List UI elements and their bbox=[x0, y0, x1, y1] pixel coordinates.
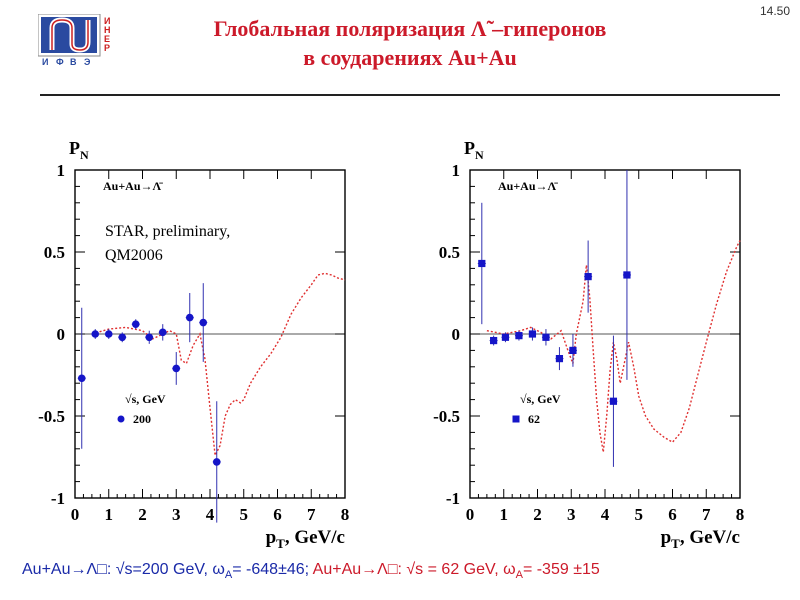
data-point bbox=[501, 333, 510, 341]
logo-letters-vertical: И Н Е Р bbox=[104, 16, 111, 53]
svg-text:Э: Э bbox=[84, 57, 91, 66]
svg-text:И: И bbox=[42, 57, 48, 66]
x-tick-label: 7 bbox=[702, 505, 711, 524]
x-tick-label: 6 bbox=[668, 505, 677, 524]
legend-marker bbox=[117, 415, 125, 423]
data-point bbox=[515, 332, 523, 340]
x-axis-label: pT, GeV/c bbox=[661, 527, 740, 551]
y-tick-label: -1 bbox=[446, 489, 460, 508]
y-tick-label: -0.5 bbox=[433, 407, 460, 426]
data-point bbox=[91, 330, 100, 338]
y-tick-label: 0 bbox=[452, 325, 461, 344]
legend-title: √s, GeV bbox=[520, 392, 561, 406]
data-point bbox=[542, 333, 550, 341]
x-tick-label: 1 bbox=[105, 505, 114, 524]
data-point bbox=[212, 458, 221, 466]
data-point bbox=[478, 259, 486, 268]
x-tick-label: 6 bbox=[273, 505, 282, 524]
data-point bbox=[158, 328, 167, 337]
annotation-line-1: STAR, preliminary, bbox=[105, 223, 230, 240]
svg-text:Ф: Ф bbox=[56, 57, 64, 66]
y-tick-label: 0.5 bbox=[44, 243, 65, 262]
x-tick-label: 2 bbox=[138, 505, 147, 524]
y-axis-label: PN bbox=[69, 138, 89, 162]
x-tick-label: 4 bbox=[206, 505, 215, 524]
legend-entry: 62 bbox=[528, 412, 540, 426]
process-label: Au+Au→Λ̄ bbox=[498, 179, 558, 193]
chart-200gev: 0 1 2 3 4 5 6 7 8 1 0.5 0 -0.5 -1 PN pT, GeV/c Au+Au→Λ̄ S… bbox=[38, 138, 350, 551]
data-point bbox=[555, 355, 564, 363]
data-point bbox=[490, 336, 498, 345]
x-tick-label: 3 bbox=[172, 505, 181, 524]
legend-entry: 200 bbox=[133, 412, 151, 426]
svg-text:Н: Н bbox=[104, 25, 111, 35]
annotation-line-2: QM2006 bbox=[105, 247, 163, 264]
data-point bbox=[145, 333, 154, 342]
y-tick-label: 1 bbox=[452, 161, 461, 180]
title-line-1: Глобальная поляризация Λ̃ –гиперонов bbox=[213, 16, 607, 41]
x-axis-label: pT, GeV/c bbox=[266, 527, 345, 551]
process-label: Au+Au→Λ̄ bbox=[103, 179, 163, 193]
data-point bbox=[609, 397, 618, 405]
x-tick-label: 0 bbox=[466, 505, 475, 524]
data-point bbox=[77, 374, 86, 383]
model-curve bbox=[91, 272, 346, 458]
data-point bbox=[185, 313, 194, 322]
y-tick-label: -1 bbox=[51, 489, 65, 508]
y-tick-label: 1 bbox=[57, 161, 66, 180]
data-point bbox=[623, 271, 631, 279]
x-tick-label: 1 bbox=[500, 505, 509, 524]
svg-text:Е: Е bbox=[104, 34, 110, 44]
data-point bbox=[528, 330, 537, 338]
footer-results: Au+Au→Λ□: √s=200 GeV, ωA= -648±46; Au+Au… bbox=[22, 559, 792, 586]
x-tick-label: 0 bbox=[71, 505, 80, 524]
chart-62gev: 0 1 2 3 4 5 6 7 8 1 0.5 0 -0.5 -1 PN pT, GeV/c Au+Au→Λ̄ √… bbox=[433, 138, 745, 551]
slide-number: 14.50 bbox=[759, 4, 790, 18]
institute-logo: И Н Е Р И Ф В Э bbox=[38, 14, 111, 66]
x-tick-label: 5 bbox=[635, 505, 644, 524]
title-line-2: в соударениях Au+Au bbox=[303, 45, 517, 70]
data-point bbox=[199, 318, 208, 327]
data-point bbox=[118, 333, 127, 342]
footer-result-200: Au+Au→Λ□: √s=200 GeV, ωA= -648±46; bbox=[22, 561, 310, 582]
svg-text:И: И bbox=[104, 16, 110, 26]
y-tick-label: -0.5 bbox=[38, 407, 65, 426]
data-point bbox=[104, 330, 113, 338]
footer-result-62: Au+Au→Λ□: √s = 62 GeV, ωA= -359 ±15 bbox=[312, 561, 600, 582]
y-tick-label: 0 bbox=[57, 325, 66, 344]
data-point bbox=[131, 320, 140, 328]
x-tick-label: 8 bbox=[736, 505, 745, 524]
x-tick-label: 5 bbox=[240, 505, 249, 524]
x-tick-label: 4 bbox=[601, 505, 610, 524]
legend-marker bbox=[512, 415, 520, 423]
x-tick-label: 8 bbox=[341, 505, 350, 524]
y-tick-label: 0.5 bbox=[439, 243, 460, 262]
legend-title: √s, GeV bbox=[125, 392, 166, 406]
data-point bbox=[584, 273, 592, 281]
x-tick-label: 7 bbox=[307, 505, 316, 524]
data-point bbox=[569, 346, 577, 354]
svg-text:В: В bbox=[70, 57, 77, 66]
data-point bbox=[172, 364, 181, 373]
svg-text:Р: Р bbox=[104, 43, 110, 53]
slide-title: Глобальная поляризация Λ̃ –гиперонов в с… bbox=[130, 14, 690, 72]
x-tick-label: 2 bbox=[533, 505, 542, 524]
logo-letters-horizontal: И Ф В Э bbox=[42, 57, 91, 66]
model-curve bbox=[486, 240, 741, 453]
title-divider bbox=[40, 94, 780, 96]
x-tick-label: 3 bbox=[567, 505, 576, 524]
y-axis-label: PN bbox=[464, 138, 484, 162]
